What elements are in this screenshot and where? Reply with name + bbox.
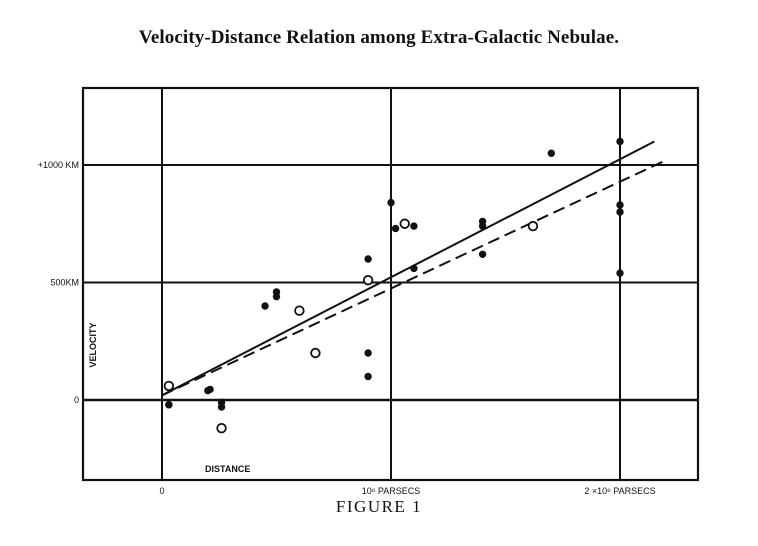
x-axis-label: DISTANCE xyxy=(205,464,250,474)
filled-point-15 xyxy=(410,264,418,273)
filled-point-22 xyxy=(616,137,624,146)
y-tick-label-2: 0 xyxy=(74,395,79,405)
fit-lines xyxy=(161,140,667,397)
filled-point-17 xyxy=(478,222,487,230)
fit-line-dashed xyxy=(161,159,667,397)
y-tick-label-0: +1000 KM xyxy=(38,160,79,170)
filled-point-8 xyxy=(272,288,281,296)
filled-point-1 xyxy=(165,401,173,409)
filled-point-18 xyxy=(478,250,487,259)
filled-point-12 xyxy=(387,198,395,207)
filled-point-23 xyxy=(616,269,624,277)
filled-point-19 xyxy=(547,149,555,157)
y-tick-label-1: 500KM xyxy=(50,278,79,288)
plot-frame xyxy=(81,86,700,482)
y-axis-label: VELOCITY xyxy=(88,322,98,367)
axis-captions: DISTANCE VELOCITY xyxy=(88,322,250,474)
filled-point-3 xyxy=(206,385,214,394)
x-tick-label-0: 0 xyxy=(159,486,164,496)
data-points xyxy=(163,137,624,434)
open-point-0 xyxy=(163,380,175,392)
grid-lines xyxy=(83,88,698,480)
filled-point-13 xyxy=(391,224,400,233)
fit-line-solid xyxy=(161,140,655,397)
chart-title: Velocity-Distance Relation among Extra-G… xyxy=(138,27,620,48)
open-point-5 xyxy=(399,218,410,229)
filled-point-5 xyxy=(217,403,226,411)
filled-point-11 xyxy=(364,372,372,381)
filled-point-20 xyxy=(616,201,624,209)
filled-point-21 xyxy=(616,208,624,216)
x-tick-label-2: 2 ×10⁶ PARSECS xyxy=(584,486,655,496)
open-point-2 xyxy=(294,305,305,316)
filled-point-9 xyxy=(364,255,372,263)
figure-caption: FIGURE 1 xyxy=(335,497,423,516)
filled-point-6 xyxy=(261,302,269,310)
open-point-4 xyxy=(362,274,374,286)
filled-point-10 xyxy=(364,349,372,357)
x-tick-label-1: 10⁶ PARSECS xyxy=(362,486,421,496)
plot-border xyxy=(81,86,700,482)
filled-point-14 xyxy=(410,222,418,230)
open-point-1 xyxy=(216,423,227,434)
open-point-6 xyxy=(527,220,539,232)
open-point-3 xyxy=(310,347,321,359)
tick-labels: +1000 KM 500KM 0 0 10⁶ PARSECS 2 ×10⁶ PARSECS xyxy=(38,160,656,496)
